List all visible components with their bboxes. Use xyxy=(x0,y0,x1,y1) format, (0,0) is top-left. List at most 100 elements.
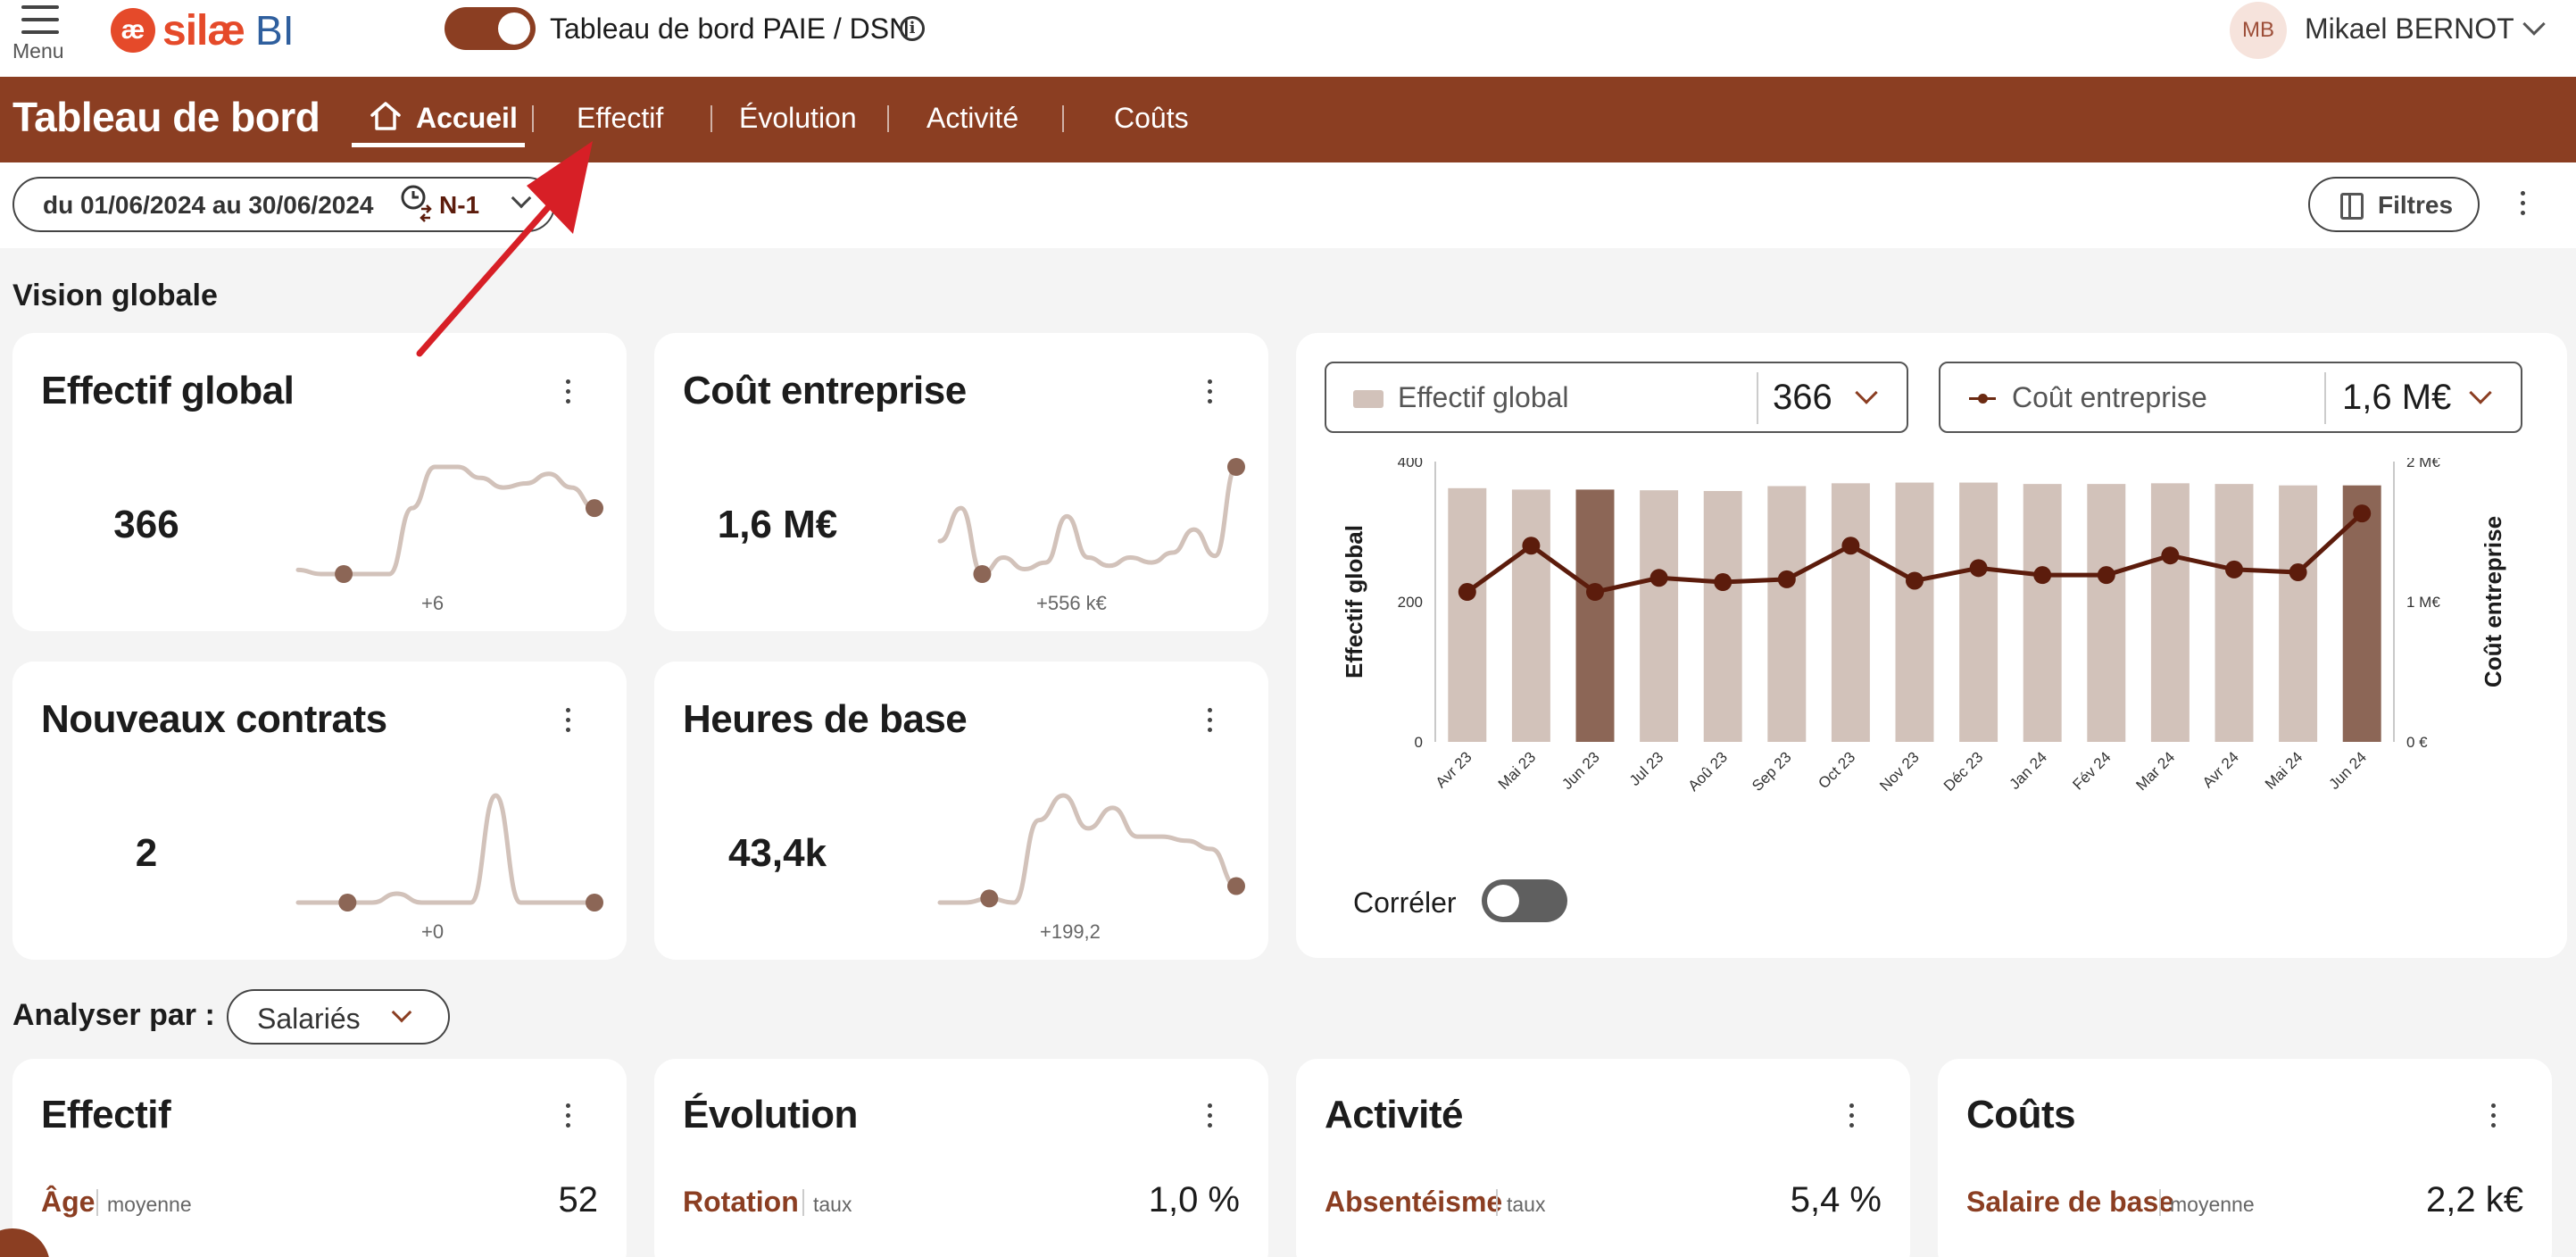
bar[interactable] xyxy=(1703,490,1742,742)
more-options-icon[interactable] xyxy=(566,379,571,409)
line-point[interactable] xyxy=(1586,583,1604,602)
metric-divider xyxy=(96,1189,98,1216)
x-tick-label: Sep 23 xyxy=(1749,748,1795,795)
bar[interactable] xyxy=(2087,484,2126,742)
info-icon[interactable]: i xyxy=(900,16,925,41)
metric-value: 52 xyxy=(558,1180,599,1220)
line-series-selector[interactable]: Coût entreprise 1,6 M€ xyxy=(1939,362,2522,433)
selector-divider xyxy=(2324,372,2326,424)
line-point[interactable] xyxy=(2289,563,2307,582)
bar[interactable] xyxy=(2023,484,2062,742)
tab-couts[interactable]: Coûts xyxy=(1114,102,1189,134)
metric-name[interactable]: Salaire de base xyxy=(1966,1186,2175,1218)
combo-chart-card: Effectif global 366 Coût entreprise 1,6 … xyxy=(1296,333,2567,958)
compare-clock-icon xyxy=(401,185,432,222)
bar[interactable] xyxy=(2150,483,2190,742)
more-options-icon[interactable] xyxy=(2491,1103,2497,1133)
user-name[interactable]: Mikael BERNOT xyxy=(2305,12,2514,45)
analyse-select[interactable]: Salariés xyxy=(227,989,450,1045)
section-title-vision: Vision globale xyxy=(12,279,218,312)
chevron-down-icon[interactable] xyxy=(2522,12,2546,36)
period-text: du 01/06/2024 au 30/06/2024 xyxy=(43,191,374,219)
line-point[interactable] xyxy=(2033,566,2052,585)
bar[interactable] xyxy=(1767,486,1807,742)
metric-name[interactable]: Rotation xyxy=(683,1186,799,1218)
more-options-icon[interactable] xyxy=(1208,379,1213,409)
kpi-card-effectif[interactable]: Effectif global 366 +6 xyxy=(12,333,627,631)
metric-sub: moyenne xyxy=(107,1193,192,1216)
dashboard-toggle[interactable] xyxy=(445,7,536,50)
tab-divider xyxy=(710,105,712,132)
bar[interactable] xyxy=(1959,482,1998,742)
line-point[interactable] xyxy=(1649,569,1668,587)
x-tick-label: Avr 23 xyxy=(1433,748,1475,791)
kpi-delta: +6 xyxy=(421,592,445,614)
filters-button[interactable]: Filtres xyxy=(2308,177,2480,232)
metric-value: 1,0 % xyxy=(1148,1180,1240,1220)
tab-effectif[interactable]: Effectif xyxy=(577,102,664,134)
bar[interactable] xyxy=(2215,484,2254,742)
category-card-couts[interactable]: Coûts Salaire de base moyenne 2,2 k€ xyxy=(1938,1059,2552,1257)
tab-divider xyxy=(1062,105,1064,132)
sparkline-point xyxy=(335,565,353,583)
line-point[interactable] xyxy=(1522,537,1541,555)
more-options-icon[interactable] xyxy=(1208,1103,1213,1133)
metric-name[interactable]: Absentéisme xyxy=(1325,1186,1503,1218)
line-legend-swatch xyxy=(1969,394,1996,404)
line-point[interactable] xyxy=(1714,573,1733,592)
metric-sub: taux xyxy=(813,1193,852,1216)
line-point[interactable] xyxy=(2097,566,2115,585)
silae-logo[interactable]: æ silæ BI xyxy=(111,4,295,57)
line-point[interactable] xyxy=(1969,559,1988,578)
kpi-card-heures[interactable]: Heures de base 43,4k +199,2 xyxy=(654,662,1268,960)
metric-divider xyxy=(802,1189,804,1216)
more-options-icon[interactable] xyxy=(566,708,571,737)
tab-evolution[interactable]: Évolution xyxy=(739,102,857,134)
bar[interactable] xyxy=(1895,482,1934,742)
more-options-icon[interactable] xyxy=(1208,708,1213,737)
more-options-icon[interactable] xyxy=(2521,191,2526,221)
more-options-icon[interactable] xyxy=(566,1103,571,1133)
bar[interactable] xyxy=(2279,485,2318,742)
bar-series-selector[interactable]: Effectif global 366 xyxy=(1325,362,1908,433)
kpi-value: 2 xyxy=(135,831,158,875)
tab-activite[interactable]: Activité xyxy=(927,102,1019,134)
metric-divider xyxy=(2159,1189,2161,1216)
line-point[interactable] xyxy=(1841,537,1860,555)
kpi-title: Effectif global xyxy=(41,369,295,412)
filters-label: Filtres xyxy=(2378,191,2454,219)
avatar[interactable]: MB xyxy=(2230,2,2287,59)
category-card-activite[interactable]: Activité Absentéisme taux 5,4 % xyxy=(1296,1059,1910,1257)
bar[interactable] xyxy=(1511,489,1550,742)
nav-bar: Tableau de bord Accueil Effectif Évoluti… xyxy=(0,77,2576,162)
bar[interactable] xyxy=(1640,490,1679,742)
tab-accueil[interactable]: Accueil xyxy=(352,93,525,147)
kpi-title: Coût entreprise xyxy=(683,369,967,412)
analyse-select-value: Salariés xyxy=(257,1003,361,1035)
bar[interactable] xyxy=(1831,483,1870,742)
menu-button[interactable]: Menu xyxy=(12,2,71,64)
line-point[interactable] xyxy=(2161,546,2180,565)
line-point[interactable] xyxy=(1458,583,1476,602)
logo-text: silæ xyxy=(162,6,245,54)
period-selector[interactable]: du 01/06/2024 au 30/06/2024 N-1 xyxy=(12,177,555,232)
bar[interactable] xyxy=(1448,487,1487,742)
category-card-evolution[interactable]: Évolution Rotation taux 1,0 % xyxy=(654,1059,1268,1257)
page-title: Tableau de bord xyxy=(12,94,320,140)
sparkline-path xyxy=(937,793,1239,905)
category-card-effectif[interactable]: Effectif Âge moyenne 52 xyxy=(12,1059,627,1257)
kpi-card-contrats[interactable]: Nouveaux contrats 2 +0 xyxy=(12,662,627,960)
bar[interactable] xyxy=(1575,489,1615,742)
line-series-value: 1,6 M€ xyxy=(2342,378,2452,417)
metric-name[interactable]: Âge xyxy=(41,1186,96,1218)
x-tick-label: Mar 24 xyxy=(2132,748,2178,794)
line-point[interactable] xyxy=(2225,560,2243,579)
more-options-icon[interactable] xyxy=(1849,1103,1855,1133)
line-point[interactable] xyxy=(1777,570,1796,588)
metric-sub: taux xyxy=(1507,1193,1546,1216)
correlate-toggle[interactable] xyxy=(1482,879,1567,922)
kpi-card-cout[interactable]: Coût entreprise 1,6 M€ +556 k€ xyxy=(654,333,1268,631)
kpi-sparkline xyxy=(295,464,603,583)
line-point[interactable] xyxy=(1906,571,1924,590)
line-point[interactable] xyxy=(2353,504,2372,523)
